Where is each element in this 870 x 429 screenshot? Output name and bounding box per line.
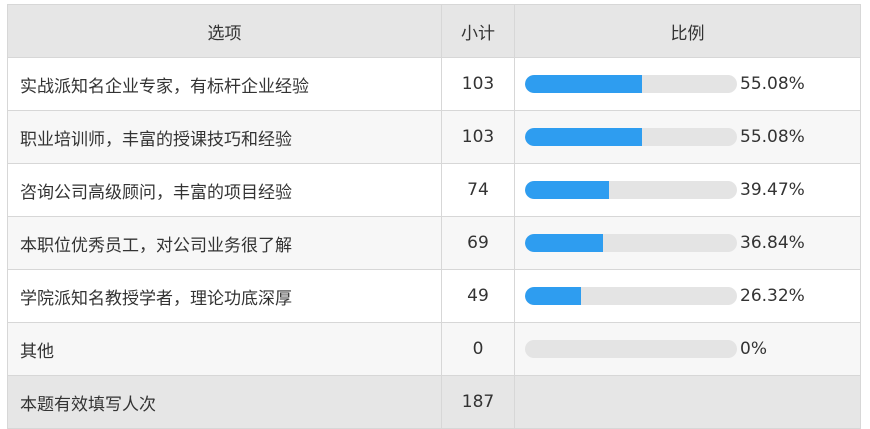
footer-label: 本题有效填写人次: [7, 375, 442, 429]
percent-label: 36.84%: [740, 233, 805, 253]
progress-track: [525, 234, 737, 252]
option-count: 103: [441, 110, 515, 164]
ratio-cell: 26.32%: [514, 269, 861, 323]
ratio-cell: 39.47%: [514, 163, 861, 217]
progress-bar: [525, 128, 642, 146]
table-row: 本职位优秀员工，对公司业务很了解 69 36.84%: [7, 216, 861, 270]
option-label: 其他: [7, 322, 442, 376]
table-row: 实战派知名企业专家，有标杆企业经验 103 55.08%: [7, 57, 861, 111]
option-count: 49: [441, 269, 515, 323]
option-count: 69: [441, 216, 515, 270]
option-count: 0: [441, 322, 515, 376]
header-option: 选项: [7, 4, 442, 58]
progress-bar: [525, 181, 609, 199]
option-count: 74: [441, 163, 515, 217]
option-count: 103: [441, 57, 515, 111]
ratio-cell: 55.08%: [514, 110, 861, 164]
progress-track: [525, 75, 737, 93]
footer-total: 187: [441, 375, 515, 429]
progress-track: [525, 340, 737, 358]
footer-empty-cell: [514, 375, 861, 429]
table-row: 咨询公司高级顾问，丰富的项目经验 74 39.47%: [7, 163, 861, 217]
ratio-cell: 0%: [514, 322, 861, 376]
option-label: 职业培训师，丰富的授课技巧和经验: [7, 110, 442, 164]
progress-bar: [525, 234, 604, 252]
progress-track: [525, 181, 737, 199]
progress-track: [525, 287, 737, 305]
percent-label: 39.47%: [740, 180, 805, 200]
ratio-cell: 55.08%: [514, 57, 861, 111]
header-row: 选项 小计 比例: [7, 4, 861, 58]
table-row: 学院派知名教授学者，理论功底深厚 49 26.32%: [7, 269, 861, 323]
percent-label: 26.32%: [740, 286, 805, 306]
percent-label: 55.08%: [740, 74, 805, 94]
table-row: 其他 0 0%: [7, 322, 861, 376]
ratio-cell: 36.84%: [514, 216, 861, 270]
header-ratio: 比例: [514, 4, 861, 58]
percent-label: 0%: [740, 339, 767, 359]
survey-result-table: 选项 小计 比例 实战派知名企业专家，有标杆企业经验 103 55.08% 职业培训师…: [7, 4, 861, 429]
progress-bar: [525, 75, 642, 93]
option-label: 实战派知名企业专家，有标杆企业经验: [7, 57, 442, 111]
option-label: 学院派知名教授学者，理论功底深厚: [7, 269, 442, 323]
table-row: 职业培训师，丰富的授课技巧和经验 103 55.08%: [7, 110, 861, 164]
option-label: 咨询公司高级顾问，丰富的项目经验: [7, 163, 442, 217]
progress-track: [525, 128, 737, 146]
footer-row: 本题有效填写人次 187: [7, 375, 861, 429]
header-count: 小计: [441, 4, 515, 58]
option-label: 本职位优秀员工，对公司业务很了解: [7, 216, 442, 270]
percent-label: 55.08%: [740, 127, 805, 147]
progress-bar: [525, 287, 581, 305]
